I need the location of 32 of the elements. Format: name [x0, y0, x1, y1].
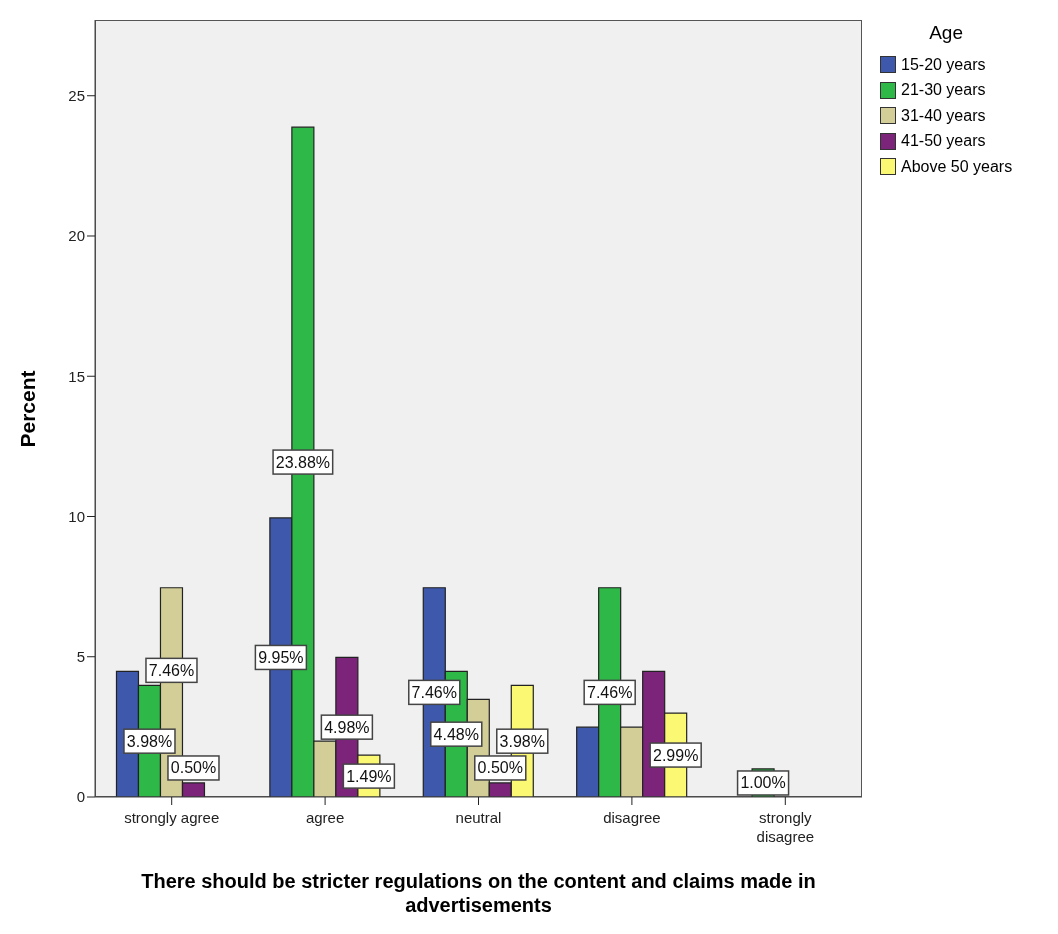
y-tick-label: 5	[76, 648, 85, 666]
x-axis-title: There should be stricter regulations on the content and claims made in advertisements	[140, 869, 817, 917]
legend-title: Age	[928, 22, 964, 44]
data-label: 3.98%	[499, 732, 545, 750]
y-axis-title: Percent	[16, 369, 40, 448]
data-label: 7.46%	[148, 661, 195, 679]
legend-label: 15-20 years	[901, 55, 986, 74]
y-tick-label: 0	[76, 788, 85, 806]
data-label: 7.46%	[586, 683, 633, 701]
data-label: 0.50%	[477, 759, 523, 777]
x-tick-label: strongly disagree	[756, 809, 815, 845]
data-label: 23.88%	[275, 453, 331, 471]
x-tick-label: agree	[305, 809, 345, 826]
x-tick-label: strongly agree	[124, 809, 220, 826]
data-label: 0.50%	[170, 759, 217, 777]
legend-label: 41-50 years	[901, 132, 986, 151]
data-label: 9.95%	[258, 648, 304, 666]
data-label: 4.48%	[433, 725, 479, 743]
data-label: 1.49%	[346, 767, 392, 785]
x-tick-label: disagree	[603, 809, 661, 826]
legend-label: 31-40 years	[901, 106, 986, 125]
y-tick-label: 10	[68, 507, 85, 525]
data-label: 4.98%	[324, 718, 370, 736]
legend-label: 21-30 years	[901, 81, 986, 100]
legend-label: Above 50 years	[901, 157, 1013, 176]
data-label: 3.98%	[126, 732, 173, 750]
y-tick-label: 25	[68, 87, 85, 105]
y-tick-label: 15	[68, 367, 85, 385]
y-tick-label: 20	[68, 227, 85, 245]
x-tick-label: neutral	[455, 809, 502, 826]
data-label: 2.99%	[652, 746, 699, 764]
data-label: 7.46%	[411, 683, 457, 701]
